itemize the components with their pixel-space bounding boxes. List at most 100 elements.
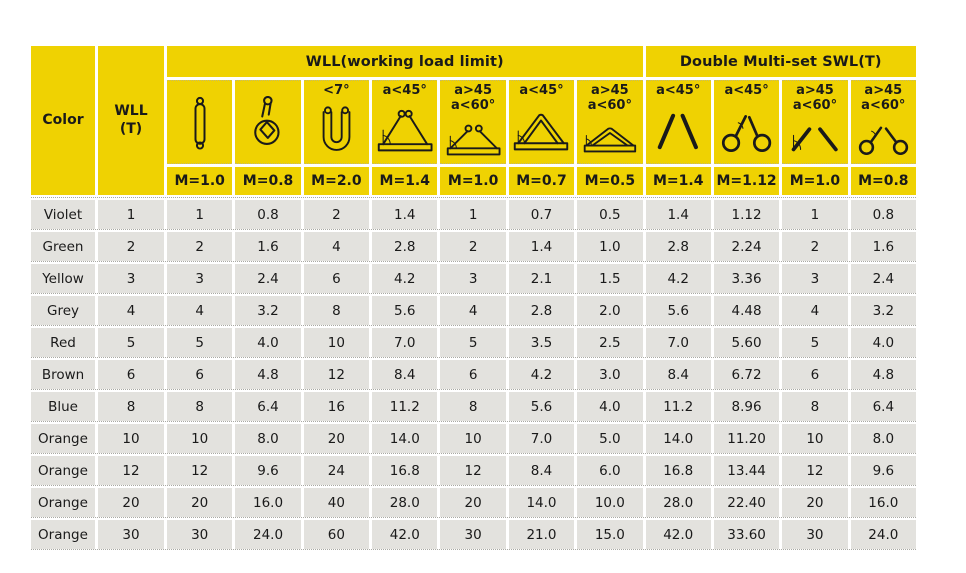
value-cell: 20 [98, 488, 164, 517]
value-cell: 12 [782, 456, 848, 485]
value-cell: 3.2 [850, 296, 916, 325]
value-cell: 11.2 [372, 392, 438, 421]
value-cell: 12 [440, 456, 506, 485]
table-row: Blue 8 8 6.4 16 11.2 8 5.6 4.0 11.2 8.96 8 6.4 [31, 392, 916, 422]
row-color-cell: Blue [31, 392, 95, 421]
value-cell: 6.4 [235, 392, 301, 421]
value-cell: 2 [167, 232, 233, 261]
value-cell: 1 [167, 200, 233, 229]
table-row: Red 5 5 4.0 10 7.0 5 3.5 2.5 7.0 5.60 5 4.0 [31, 328, 916, 358]
value-cell: 4.8 [850, 360, 916, 389]
value-cell: 2 [303, 200, 370, 229]
value-cell: 8 [440, 392, 506, 421]
value-cell: 6.72 [713, 360, 780, 389]
value-cell: 16.0 [235, 488, 301, 517]
value-cell: 12 [98, 456, 164, 485]
value-cell: 4.2 [372, 264, 438, 293]
value-cell: 6 [303, 264, 370, 293]
value-cell: 3 [782, 264, 848, 293]
basket-u-sling-icon [304, 98, 369, 163]
angle-label: a>45 [796, 83, 834, 98]
m-factor-label: M=0.8 [235, 167, 301, 195]
value-cell: 0.8 [235, 200, 301, 229]
table-body: Violet 1 1 0.8 2 1.4 1 0.7 0.5 1.4 1.12 1 0.8 Green 2 2… [31, 197, 916, 550]
row-color-cell: Grey [31, 296, 95, 325]
value-cell: 5 [440, 328, 506, 357]
value-cell: 11.20 [713, 424, 780, 453]
value-cell: 2 [98, 232, 164, 261]
row-color-cell: Orange [31, 424, 95, 453]
value-cell: 12 [167, 456, 233, 485]
m-factor-label: M=2.0 [303, 167, 370, 195]
choker-sling-icon [235, 83, 300, 163]
value-cell: 30 [167, 520, 233, 549]
value-cell: 5 [167, 328, 233, 357]
value-cell: 2 [440, 232, 506, 261]
m-factor-label: M=0.5 [577, 167, 643, 195]
value-cell: 22.40 [713, 488, 780, 517]
hitch-column-header: a<45° [645, 80, 711, 164]
value-cell: 4.48 [713, 296, 780, 325]
value-cell: 6 [167, 360, 233, 389]
row-color-cell: Yellow [31, 264, 95, 293]
hitch-column-header: a>45 a<60° [440, 80, 506, 164]
value-cell: 20 [303, 424, 370, 453]
value-cell: 8 [782, 392, 848, 421]
value-cell: 7.0 [372, 328, 438, 357]
m-factor-label: M=0.7 [508, 167, 575, 195]
value-cell: 15.0 [577, 520, 643, 549]
value-cell: 6.0 [577, 456, 643, 485]
value-cell: 1.5 [577, 264, 643, 293]
angle-label: a<45° [382, 83, 427, 98]
table-row: Orange 30 30 24.0 60 42.0 30 21.0 15.0 42.0 33.60 3… [31, 520, 916, 550]
value-cell: 0.8 [850, 200, 916, 229]
value-cell: 14.0 [508, 488, 575, 517]
two-leg-beam-wide-sling-icon [440, 114, 505, 163]
value-cell: 8.0 [850, 424, 916, 453]
value-cell: 5 [98, 328, 164, 357]
value-cell: 16.0 [850, 488, 916, 517]
hitch-column-header [235, 80, 301, 164]
angle-label: a<60° [861, 98, 906, 114]
value-cell: 1.6 [850, 232, 916, 261]
value-cell: 3.0 [577, 360, 643, 389]
table-header: Color WLL (T) WLL(working load limit) Do… [31, 46, 916, 195]
value-cell: 8 [303, 296, 370, 325]
table-row: Violet 1 1 0.8 2 1.4 1 0.7 0.5 1.4 1.12 1 0.8 [31, 200, 916, 230]
value-cell: 4.2 [645, 264, 711, 293]
row-color-cell: Orange [31, 520, 95, 549]
value-cell: 1 [440, 200, 506, 229]
value-cell: 0.7 [508, 200, 575, 229]
value-cell: 1.0 [577, 232, 643, 261]
value-cell: 2.8 [508, 296, 575, 325]
vertical-sling-icon [167, 83, 232, 163]
m-factor-label: M=1.12 [713, 167, 780, 195]
value-cell: 4.8 [235, 360, 301, 389]
value-cell: 10 [440, 424, 506, 453]
m-factor-label: M=1.0 [782, 167, 848, 195]
value-cell: 8 [98, 392, 164, 421]
header-color-label: Color [42, 111, 84, 128]
value-cell: 40 [303, 488, 370, 517]
double-multiset-group-title: Double Multi-set SWL(T) [645, 46, 916, 77]
value-cell: 0.5 [577, 200, 643, 229]
value-cell: 10 [782, 424, 848, 453]
value-cell: 1.6 [235, 232, 301, 261]
row-color-cell: Violet [31, 200, 95, 229]
value-cell: 10 [98, 424, 164, 453]
hitch-column-header: a<45° [508, 80, 575, 164]
value-cell: 1.4 [645, 200, 711, 229]
value-cell: 20 [167, 488, 233, 517]
m-factor-label: M=1.0 [440, 167, 506, 195]
value-cell: 4.0 [577, 392, 643, 421]
value-cell: 1 [98, 200, 164, 229]
table-row: Grey 4 4 3.2 8 5.6 4 2.8 2.0 5.6 4.48 4 3.2 [31, 296, 916, 326]
value-cell: 3.36 [713, 264, 780, 293]
value-cell: 10 [167, 424, 233, 453]
value-cell: 5 [782, 328, 848, 357]
row-color-cell: Orange [31, 488, 95, 517]
basket-triangle-sling-icon [509, 98, 574, 163]
angle-label: a<60° [587, 98, 632, 114]
table-row: Orange 20 20 16.0 40 28.0 20 14.0 10.0 28.0 22.40 2… [31, 488, 916, 518]
value-cell: 10.0 [577, 488, 643, 517]
